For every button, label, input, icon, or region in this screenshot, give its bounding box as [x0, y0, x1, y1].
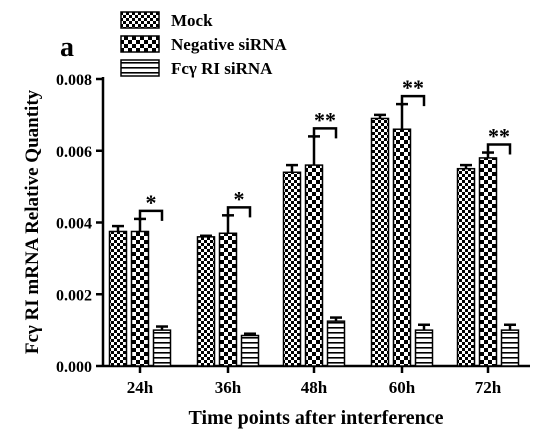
significance-bracket [312, 127, 338, 139]
x-tick-label: 24h [127, 378, 154, 397]
x-tick-label: 72h [475, 378, 502, 397]
significance-bracket [138, 209, 164, 221]
bar [130, 230, 150, 367]
significance-marker: ** [488, 124, 510, 149]
x-tick-label: 60h [389, 378, 416, 397]
y-tick-label: 0.000 [56, 359, 92, 376]
bar [304, 164, 324, 367]
significance-bracket [486, 143, 512, 155]
legend-swatch [120, 35, 160, 53]
y-axis-label: Fcγ RI mRNA Relative Quantity [22, 89, 43, 354]
significance-bracket [226, 206, 252, 218]
x-tick-label: 48h [301, 378, 328, 397]
y-tick-label: 0.006 [56, 144, 92, 161]
x-axis-label: Time points after interference [189, 407, 444, 429]
bar [108, 230, 128, 367]
legend-label: Mock [171, 11, 213, 30]
bar [456, 167, 476, 367]
significance-marker: * [146, 190, 157, 215]
bar [478, 157, 498, 367]
bar [326, 320, 346, 367]
y-tick-label: 0.002 [56, 287, 92, 304]
panel-label: a [60, 32, 74, 63]
significance-marker: ** [314, 107, 336, 132]
significance-bracket [400, 94, 426, 107]
y-tick-label: 0.004 [56, 216, 92, 233]
legend-label: Negative siRNA [171, 35, 287, 54]
legend: Mock Negative siRNA Fcγ RI siRNA [120, 11, 287, 78]
bar [370, 117, 390, 367]
significance-marker: * [234, 186, 245, 211]
bar [392, 128, 412, 367]
legend-label: Fcγ RI siRNA [171, 59, 273, 78]
significance-marker: ** [402, 75, 424, 100]
bar [152, 329, 172, 367]
legend-swatch [120, 11, 160, 29]
bar [218, 232, 238, 367]
bar [500, 329, 520, 367]
bar [282, 171, 302, 367]
bar [196, 236, 216, 367]
y-tick-label: 0.008 [56, 72, 92, 89]
bar [414, 329, 434, 367]
bar [240, 334, 260, 367]
x-tick-label: 36h [215, 378, 242, 397]
legend-swatch [120, 59, 160, 77]
plot-area: 0.000 0.002 0.004 0.006 0.008 24h 36h 48h 60h 72h… [56, 72, 530, 397]
